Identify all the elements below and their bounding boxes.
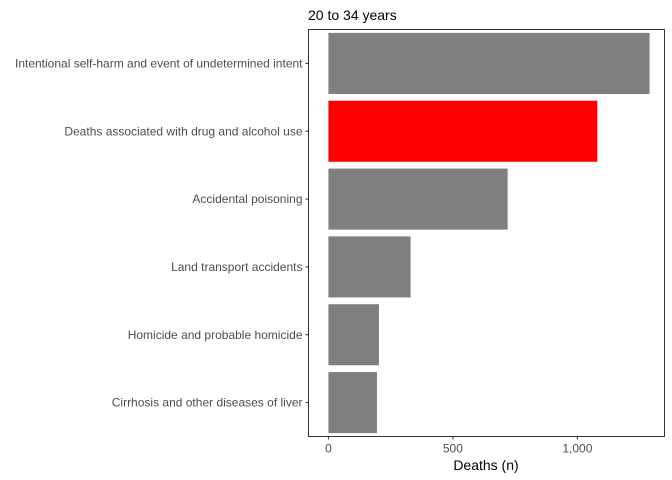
bar bbox=[328, 236, 411, 298]
y-tick-label: Cirrhosis and other diseases of liver bbox=[112, 396, 303, 410]
y-tick-label: Intentional self-harm and event of undet… bbox=[15, 56, 303, 70]
x-tick-label: 1,000 bbox=[562, 442, 592, 456]
plot-panel-border bbox=[308, 29, 665, 437]
bar bbox=[328, 304, 379, 366]
bar bbox=[328, 168, 508, 230]
y-axis: Intentional self-harm and event of undet… bbox=[15, 56, 309, 410]
bar bbox=[328, 32, 650, 94]
x-tick-label: 500 bbox=[443, 442, 463, 456]
chart-title: 20 to 34 years bbox=[308, 7, 397, 23]
y-tick-label: Land transport accidents bbox=[171, 260, 302, 274]
bar bbox=[328, 100, 598, 162]
x-axis-title: Deaths (n) bbox=[453, 457, 518, 473]
bar bbox=[328, 372, 377, 434]
y-tick-label: Accidental poisoning bbox=[192, 192, 302, 206]
y-tick-label: Homicide and probable homicide bbox=[128, 328, 303, 342]
bars-group bbox=[328, 32, 650, 434]
y-tick-label: Deaths associated with drug and alcohol … bbox=[64, 124, 302, 138]
x-tick-label: 0 bbox=[325, 442, 332, 456]
x-axis: 0 500 1,000 bbox=[325, 436, 593, 456]
